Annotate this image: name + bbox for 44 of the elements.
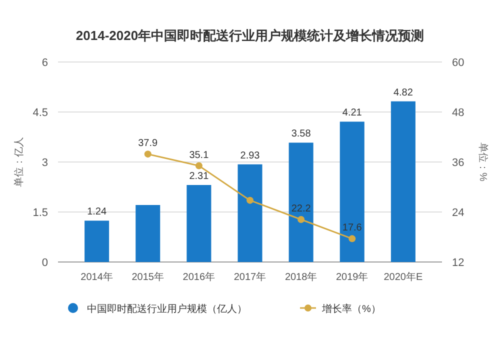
point [144, 150, 152, 158]
y-tick-label: 0 [42, 257, 48, 269]
y-axis-title: 单位：亿人 [13, 137, 25, 187]
y-tick-label: 4.5 [32, 107, 48, 119]
x-tick-label: 2019年 [336, 271, 368, 283]
x-tick-label: 2020年E [384, 271, 423, 283]
data-label: 4.82 [393, 87, 414, 98]
x-tick-label: 2016年 [182, 271, 216, 283]
y2-tick-label: 36 [452, 157, 464, 169]
data-label: 37.9 [138, 138, 158, 150]
point [348, 235, 356, 242]
data-label: 17.6 [342, 222, 362, 234]
legend-label: 增长率（%） [321, 303, 381, 315]
x-tick-label: 2018年 [284, 271, 318, 283]
bar [238, 164, 262, 262]
y-tick-label: 3 [42, 157, 48, 169]
bar [340, 122, 364, 262]
data-label: 35.1 [189, 150, 210, 161]
x-tick-label: 2015年 [132, 271, 164, 283]
data-label: 4.21 [342, 108, 362, 119]
y-tick-label: 1.5 [32, 207, 48, 219]
bar [84, 220, 110, 262]
legend-label: 中国即时配送行业用户规模（亿人） [87, 303, 247, 315]
chart-title: 2014-2020年中国即时配送行业用户规模统计及增长情况预测 [76, 28, 424, 43]
point [298, 216, 305, 223]
data-label: 2.93 [240, 150, 260, 162]
bar [390, 101, 416, 262]
y2-tick-label: 24 [452, 207, 464, 219]
point [195, 162, 202, 170]
data-label: 2.31 [189, 171, 210, 182]
y2-tick-label: 48 [452, 107, 464, 119]
y2-tick-label: 60 [452, 57, 464, 69]
data-label: 1.24 [87, 206, 107, 218]
bar [186, 185, 212, 262]
bar [288, 142, 314, 262]
point [246, 196, 254, 204]
y2-axis-title: 单位：% [477, 142, 489, 182]
y-tick-label: 6 [42, 57, 48, 69]
x-tick-label: 2014年 [80, 271, 113, 283]
x-tick-label: 2017年 [234, 271, 266, 283]
data-label: 3.58 [291, 128, 312, 140]
y2-tick-label: 12 [452, 257, 464, 269]
data-label: 22.2 [291, 204, 312, 214]
bar [136, 205, 160, 262]
